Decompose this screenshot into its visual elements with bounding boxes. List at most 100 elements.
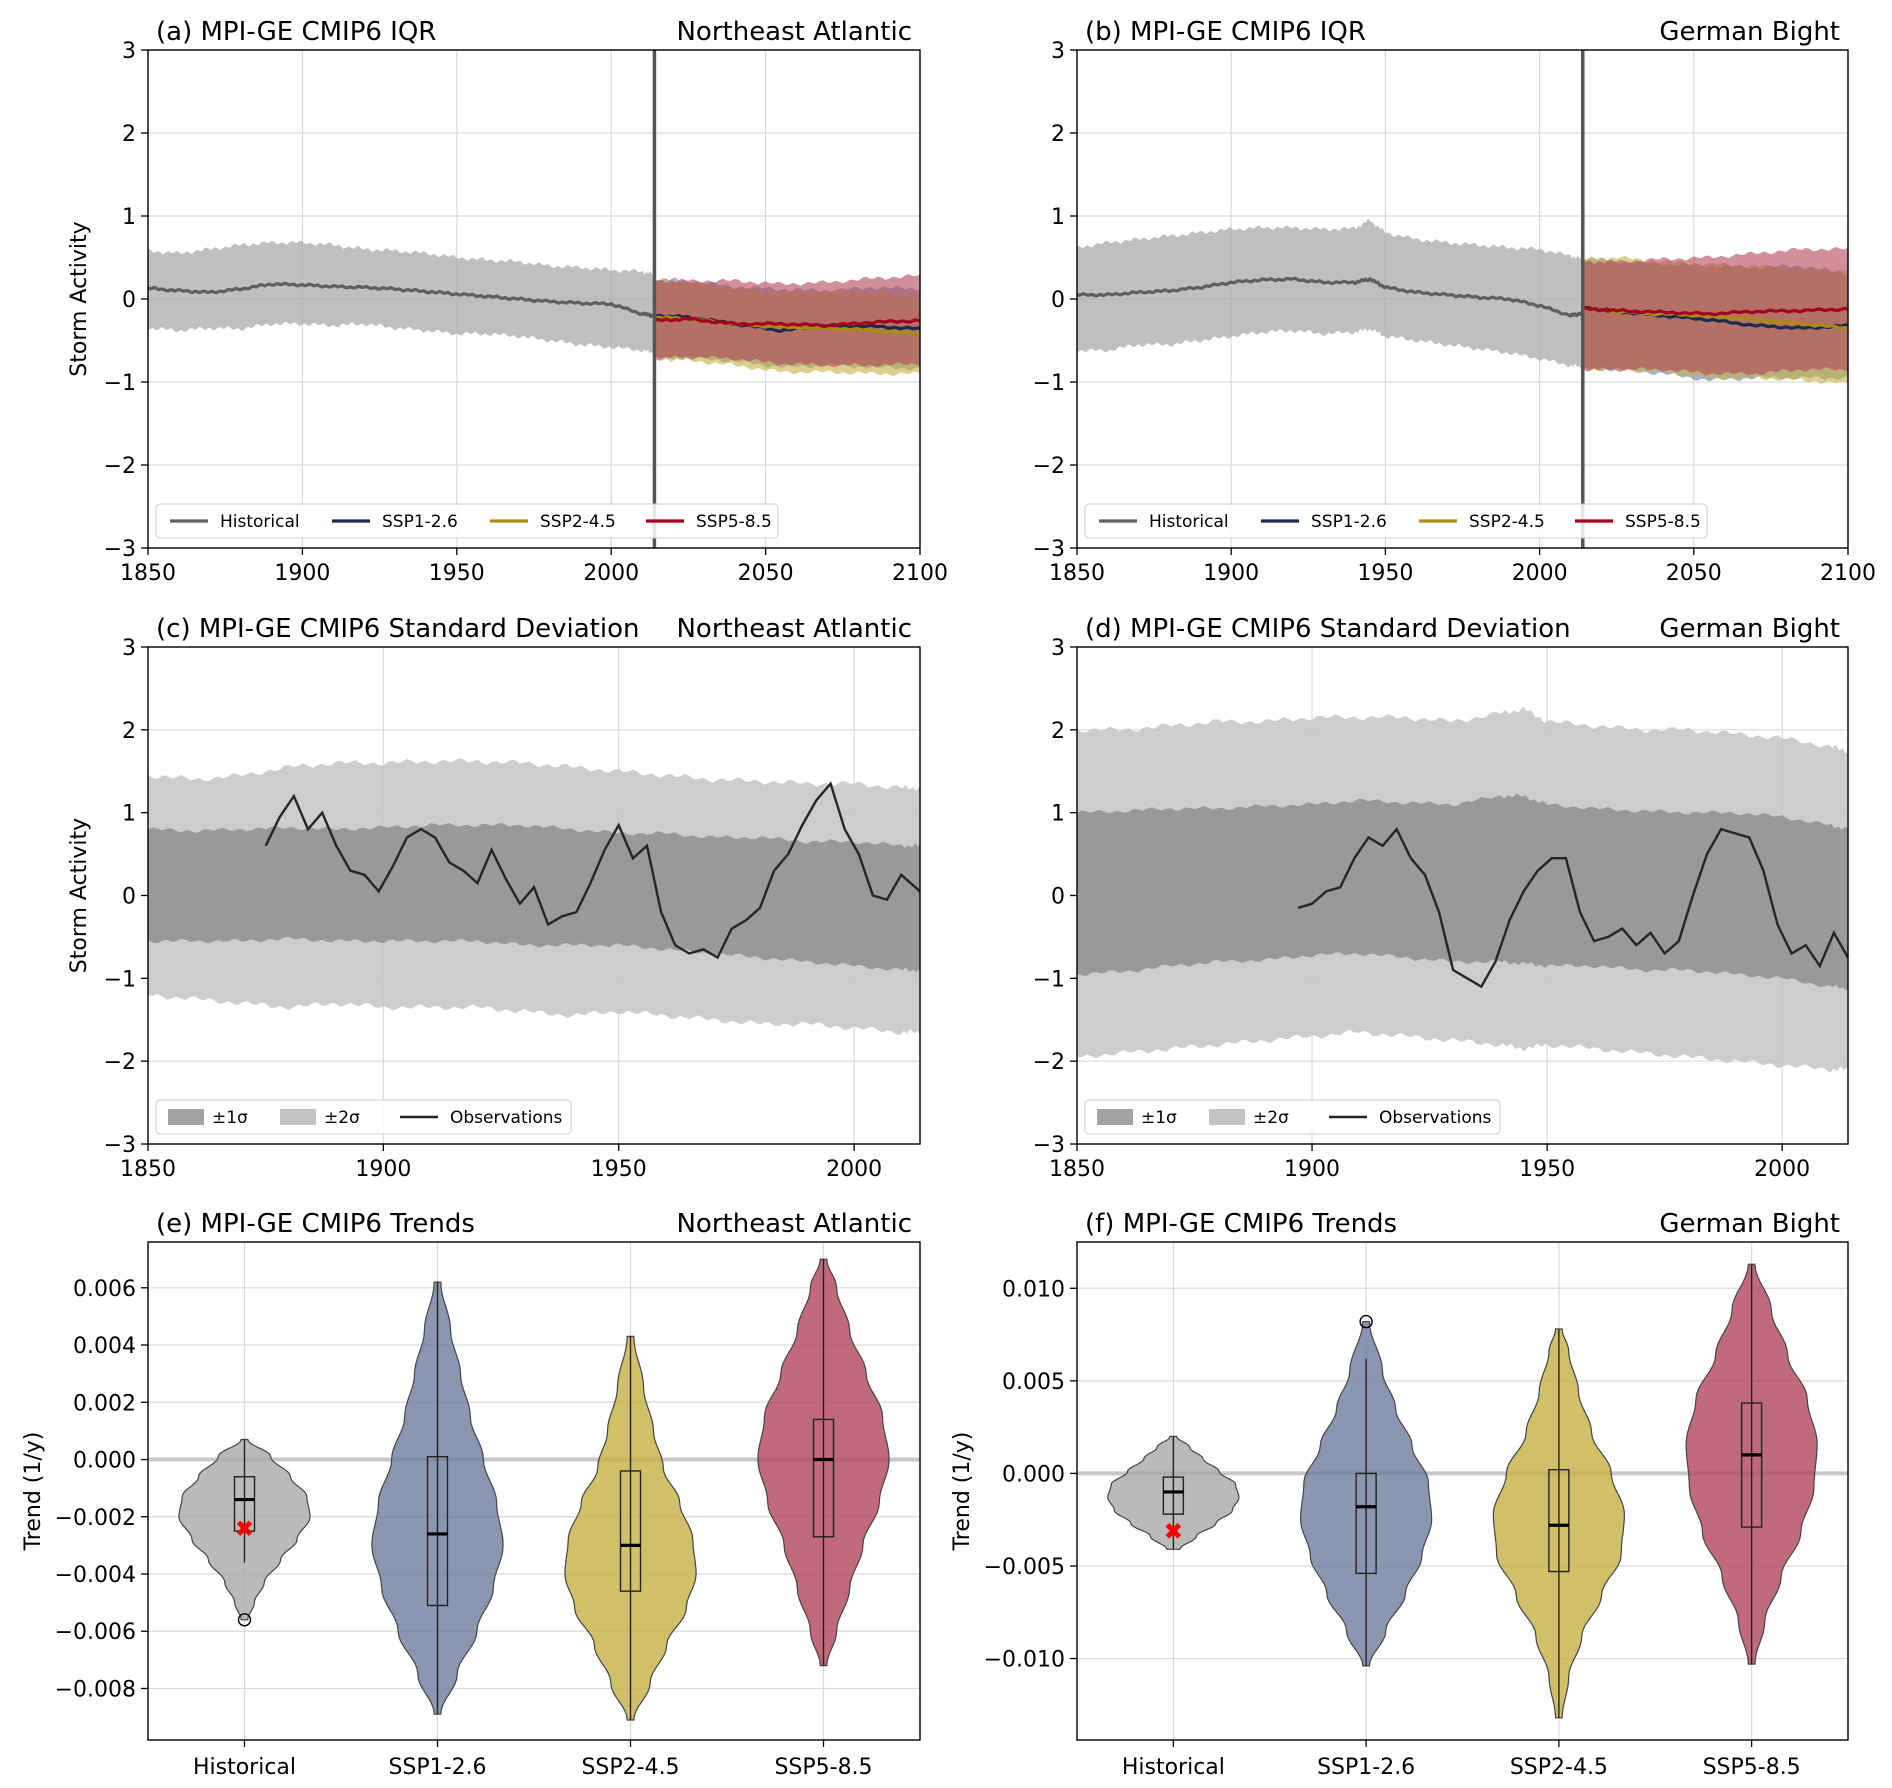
- panel-f-trends-german-bight: Historical SSP1-2.6 SSP2-4.5 SSP5-8.5 −0.010…: [950, 1209, 1849, 1780]
- legend-label-ssp245: SSP2-4.5: [1469, 512, 1545, 532]
- legend-swatch-sigma1: [1097, 1109, 1133, 1125]
- y-tick-label: −3: [1033, 537, 1065, 562]
- box-ssp585: [812, 1418, 835, 1538]
- x-tick-label: 1850: [120, 1157, 176, 1182]
- y-axis-label: Trend (1/y): [950, 1432, 975, 1552]
- box-ssp126: [1355, 1472, 1377, 1575]
- legend-label-ssp126: SSP1-2.6: [1311, 512, 1387, 532]
- x-tick-label: 1850: [120, 561, 176, 586]
- panel-title: (e) MPI-GE CMIP6 Trends: [156, 1209, 475, 1239]
- median-line-historical: [147, 281, 655, 319]
- panel-title: (b) MPI-GE CMIP6 IQR: [1085, 17, 1366, 47]
- legend-label-observations: Observations: [450, 1108, 563, 1128]
- observations-line: [264, 781, 921, 960]
- y-tick-label: −2: [1033, 454, 1065, 479]
- x-tick-label: 1950: [1519, 1157, 1575, 1182]
- panel-e-trends-northeast-atlantic: Historical SSP1-2.6 SSP2-4.5 SSP5-8.5 −0.008…: [21, 1209, 921, 1780]
- panel-region: German Bight: [1659, 614, 1840, 644]
- panel-c-std-northeast-atlantic: ±1σ ±2σ Observations −3 −2 −1 0 1 2 3 1850 1900 1950…: [67, 614, 921, 1182]
- x-tick-label: 1900: [1284, 1157, 1340, 1182]
- legend-label-sigma2: ±2σ: [1253, 1108, 1289, 1128]
- y-tick-label: −1: [104, 967, 136, 992]
- panel-region: German Bight: [1659, 1209, 1840, 1239]
- y-axis-label: Storm Activity: [67, 818, 92, 973]
- outlier-ssp126: [1359, 1314, 1373, 1329]
- y-tick-label: 1: [1051, 205, 1065, 230]
- panel-title: (d) MPI-GE CMIP6 Standard Deviation: [1085, 614, 1571, 644]
- x-tick-label: 1900: [355, 1157, 411, 1182]
- y-tick-label: 0.005: [1002, 1370, 1065, 1395]
- y-tick-label: 0: [1051, 885, 1065, 910]
- y-tick-label: −3: [1033, 1133, 1065, 1158]
- y-tick-label: −2: [1033, 1050, 1065, 1075]
- x-tick-label: 1850: [1049, 561, 1105, 586]
- y-axis-label: Trend (1/y): [21, 1432, 46, 1552]
- y-tick-label: 0.004: [73, 1334, 136, 1359]
- band-ssp585: [654, 274, 920, 368]
- y-tick-label: −1: [1033, 371, 1065, 396]
- median-line-historical: [1076, 276, 1584, 318]
- median-line-ssp585: [1582, 306, 1849, 317]
- y-tick-label: 0: [122, 288, 136, 313]
- y-tick-label: −0.005: [984, 1555, 1065, 1580]
- y-tick-label: 1: [122, 802, 136, 827]
- y-tick-label: 2: [122, 122, 136, 147]
- x-tick-label: 1950: [591, 1157, 647, 1182]
- category-label-ssp126: SSP1-2.6: [1317, 1755, 1415, 1780]
- legend-label-observations: Observations: [1379, 1108, 1492, 1128]
- y-axis-label: Storm Activity: [67, 221, 92, 376]
- panel-a-iqr-northeast-atlantic: Historical SSP1-2.6 SSP2-4.5 SSP5-8.5 −3 −2 −1…: [67, 17, 948, 586]
- legend-label-sigma1: ±1σ: [212, 1108, 248, 1128]
- x-tick-label: 2050: [1666, 561, 1722, 586]
- band-historical: [148, 240, 655, 356]
- panel-region: German Bight: [1659, 17, 1840, 47]
- y-tick-label: −2: [104, 454, 136, 479]
- y-tick-label: −0.008: [55, 1677, 136, 1702]
- panel-d-std-german-bight: ±1σ ±2σ Observations −3 −2 −1 0 1 2 3 1850 1900 1950…: [1033, 614, 1850, 1182]
- y-tick-label: −0.010: [984, 1648, 1065, 1673]
- legend-box: [155, 503, 779, 539]
- axes-frame: [147, 1241, 921, 1741]
- legend-label-ssp585: SSP5-8.5: [1625, 512, 1701, 532]
- x-tick-label: 1950: [1357, 561, 1413, 586]
- y-tick-label: −0.004: [55, 1563, 136, 1588]
- legend-swatch-sigma2: [280, 1109, 316, 1125]
- y-tick-label: −0.006: [55, 1620, 136, 1645]
- y-tick-label: 0: [122, 885, 136, 910]
- y-tick-label: 0.010: [1002, 1277, 1065, 1302]
- panel-region: Northeast Atlantic: [676, 17, 912, 47]
- panel-title: (c) MPI-GE CMIP6 Standard Deviation: [156, 614, 639, 644]
- x-tick-label: 2000: [826, 1157, 882, 1182]
- box-ssp245: [619, 1470, 642, 1592]
- x-tick-label: 1950: [429, 561, 485, 586]
- category-label-historical: Historical: [1122, 1755, 1225, 1780]
- median-line-ssp126: [654, 313, 921, 333]
- band-sigma1: [148, 822, 920, 973]
- x-tick-label: 2050: [738, 561, 794, 586]
- y-tick-label: 3: [1051, 636, 1065, 661]
- y-tick-label: 0.002: [73, 1391, 136, 1416]
- panel-b-iqr-german-bight: Historical SSP1-2.6 SSP2-4.5 SSP5-8.5 −3 −2 −1…: [1033, 17, 1876, 586]
- y-tick-label: 2: [1051, 122, 1065, 147]
- y-tick-label: −3: [104, 537, 136, 562]
- panel-title: (f) MPI-GE CMIP6 Trends: [1085, 1209, 1397, 1239]
- x-tick-label: 1900: [1203, 561, 1259, 586]
- x-tick-label: 2000: [1754, 1157, 1810, 1182]
- panel-region: Northeast Atlantic: [676, 614, 912, 644]
- outlier-historical: [237, 1613, 252, 1627]
- category-label-ssp245: SSP2-4.5: [1510, 1755, 1608, 1780]
- band-sigma1: [1077, 793, 1848, 991]
- y-tick-label: 0.000: [1002, 1462, 1065, 1487]
- category-label-ssp245: SSP2-4.5: [581, 1755, 679, 1780]
- box-historical: [1162, 1476, 1185, 1515]
- observations-line: [1297, 827, 1850, 989]
- y-tick-label: −3: [104, 1133, 136, 1158]
- y-tick-label: 1: [122, 205, 136, 230]
- y-tick-label: 2: [122, 719, 136, 744]
- y-tick-label: 3: [1051, 39, 1065, 64]
- category-label-ssp585: SSP5-8.5: [1703, 1755, 1801, 1780]
- axes-frame: [1076, 1241, 1849, 1741]
- x-tick-label: 2100: [1820, 561, 1876, 586]
- box-ssp245: [1548, 1469, 1570, 1573]
